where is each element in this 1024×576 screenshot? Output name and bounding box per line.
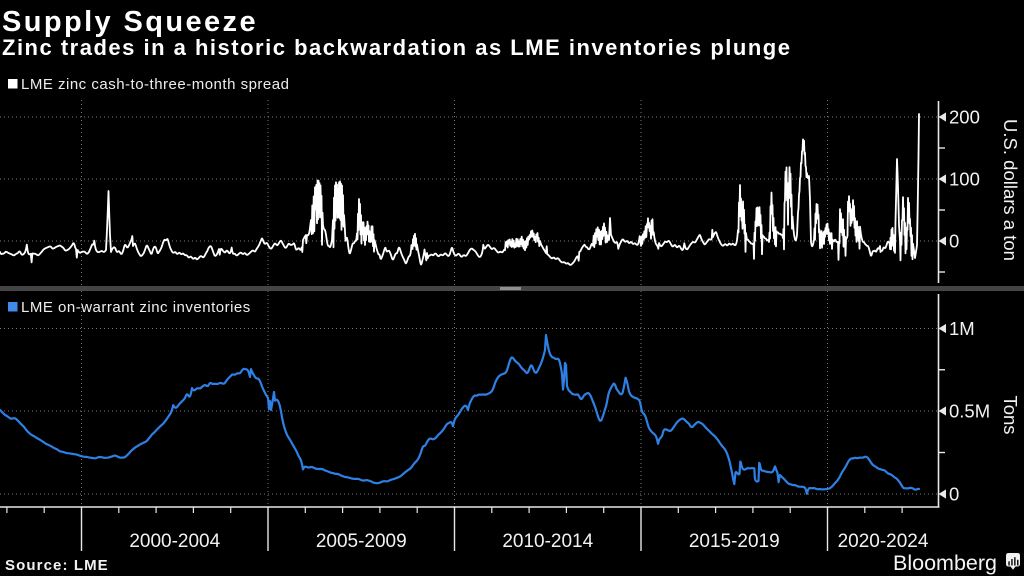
svg-text:2020-2024: 2020-2024 <box>838 531 929 552</box>
svg-text:U.S. dollars a ton: U.S. dollars a ton <box>1000 119 1021 261</box>
svg-text:2015-2019: 2015-2019 <box>689 531 780 552</box>
svg-text:0: 0 <box>949 484 959 505</box>
svg-text:100: 100 <box>949 169 980 190</box>
svg-text:200: 200 <box>949 107 980 128</box>
svg-text:0: 0 <box>949 231 959 252</box>
svg-text:Supply Squeeze: Supply Squeeze <box>2 6 258 38</box>
svg-text:Tons: Tons <box>1000 395 1021 434</box>
svg-text:0.5M: 0.5M <box>949 401 990 422</box>
svg-text:LME zinc cash-to-three-month s: LME zinc cash-to-three-month spread <box>21 76 289 93</box>
svg-text:Zinc trades in a historic back: Zinc trades in a historic backwardation … <box>2 35 791 60</box>
svg-text:Source: LME: Source: LME <box>5 557 109 574</box>
svg-text:2000-2004: 2000-2004 <box>129 531 220 552</box>
svg-text:2005-2009: 2005-2009 <box>316 531 407 552</box>
svg-text:2010-2014: 2010-2014 <box>502 531 593 552</box>
svg-text:1M: 1M <box>949 318 975 339</box>
svg-text:Bloomberg: Bloomberg <box>893 551 997 575</box>
svg-text:LME on-warrant zinc inventorie: LME on-warrant zinc inventories <box>21 299 251 316</box>
